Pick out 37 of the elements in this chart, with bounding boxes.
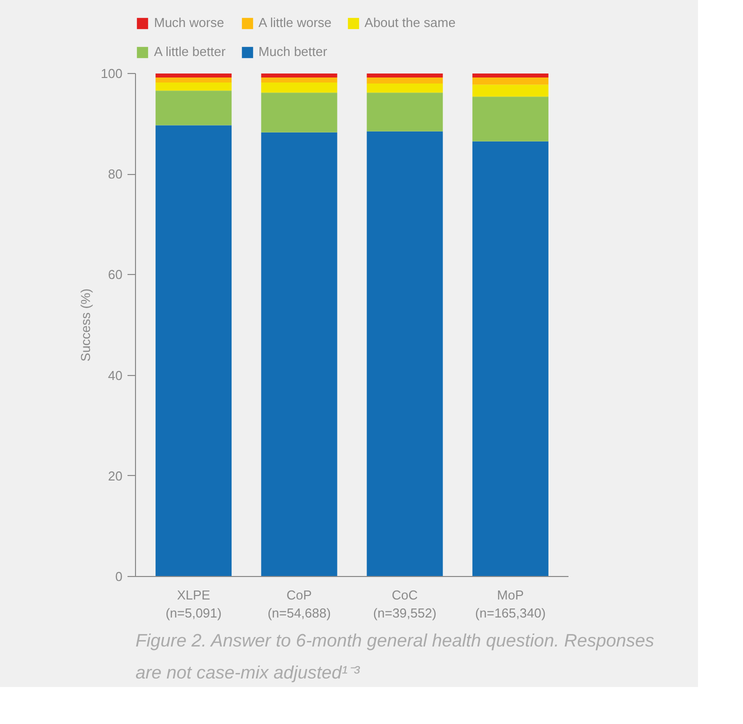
bar <box>472 78 548 85</box>
bar <box>366 92 443 132</box>
x-tick-label: MoP (n=165,340) <box>475 588 546 620</box>
y-tick-label: 60 <box>108 267 123 282</box>
bar <box>366 131 443 576</box>
bar <box>366 74 443 78</box>
bar <box>472 96 548 142</box>
text: Figure 2. Answer to 6-month general health question. Responses are not case-mix adjusted¹⁻³ <box>136 630 654 682</box>
legend-label: Much better <box>258 44 328 59</box>
y-axis-title: Success (%) <box>78 288 93 362</box>
bar <box>261 92 338 132</box>
legend-label: A little better <box>154 44 226 59</box>
bar <box>261 82 338 93</box>
bar <box>261 78 338 83</box>
bar <box>472 74 548 78</box>
y-tick-label: 40 <box>108 368 123 383</box>
y-tick-label: 100 <box>100 66 123 81</box>
legend-label: Much worse <box>154 15 224 30</box>
bar <box>156 78 232 83</box>
bar <box>366 84 443 93</box>
bar <box>156 90 232 126</box>
y-tick-label: 0 <box>115 569 123 584</box>
bar <box>156 82 232 91</box>
legend-label: A little worse <box>258 15 332 30</box>
x-tick-label: CoP (n=54,688) <box>268 588 331 620</box>
legend-label: About the same <box>364 15 456 30</box>
y-tick-label: 20 <box>108 468 123 484</box>
y-tick-label: 80 <box>108 166 123 182</box>
bar <box>261 74 338 78</box>
x-tick-label: CoC (n=39,552) <box>373 588 436 620</box>
bar <box>472 84 548 97</box>
bar <box>472 141 548 576</box>
x-tick-label: XLPE (n=5,091) <box>166 588 222 620</box>
bar <box>366 78 443 84</box>
bar <box>156 125 232 576</box>
bar <box>261 132 338 576</box>
bar <box>156 74 232 78</box>
